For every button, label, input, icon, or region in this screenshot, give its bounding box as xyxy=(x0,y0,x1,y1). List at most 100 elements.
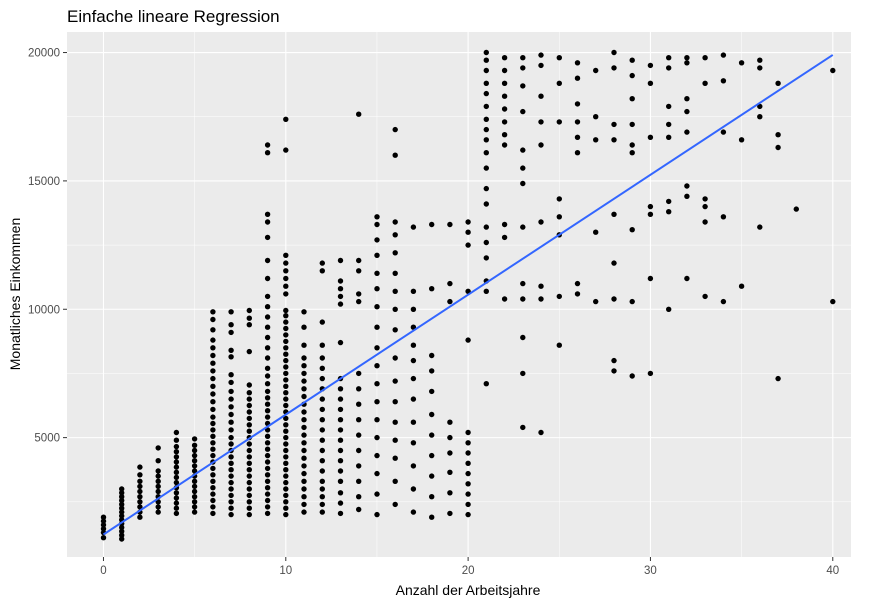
data-point xyxy=(264,452,271,459)
data-point xyxy=(264,373,271,379)
data-point xyxy=(191,504,198,510)
data-point xyxy=(611,65,617,71)
data-point xyxy=(337,286,344,292)
data-point xyxy=(392,378,398,384)
data-point xyxy=(410,396,417,402)
data-point xyxy=(520,370,526,377)
data-point xyxy=(629,72,635,79)
data-point xyxy=(173,443,180,450)
data-point xyxy=(173,474,180,481)
data-point xyxy=(210,510,216,517)
data-point xyxy=(483,150,489,156)
data-point xyxy=(283,268,289,274)
data-point xyxy=(264,257,271,264)
data-point xyxy=(447,450,453,456)
data-point xyxy=(155,483,161,490)
data-point xyxy=(447,490,453,496)
data-point xyxy=(173,479,180,486)
data-point xyxy=(830,67,836,74)
data-point xyxy=(301,424,307,431)
regression-line xyxy=(102,54,834,536)
data-point xyxy=(483,381,489,387)
data-point xyxy=(264,465,271,472)
data-point xyxy=(483,137,489,143)
data-point xyxy=(155,458,161,464)
data-point xyxy=(356,257,362,264)
data-point xyxy=(319,509,325,515)
data-point xyxy=(392,270,398,276)
data-point xyxy=(210,368,216,374)
data-point xyxy=(410,375,417,382)
data-point xyxy=(264,275,271,282)
data-point xyxy=(210,446,216,452)
data-point xyxy=(283,447,289,454)
data-point xyxy=(283,505,289,511)
data-point xyxy=(137,488,143,495)
data-point xyxy=(793,206,799,212)
data-point xyxy=(374,417,380,423)
data-point xyxy=(520,296,526,302)
data-point xyxy=(392,437,398,443)
data-point xyxy=(246,409,252,415)
data-point xyxy=(611,49,617,56)
data-point xyxy=(319,417,325,423)
data-point xyxy=(173,449,180,455)
data-point xyxy=(629,373,635,379)
y-axis-title: Monatliches Einkommen xyxy=(7,218,23,371)
data-point xyxy=(666,134,672,140)
data-point xyxy=(228,354,234,360)
chart-title: Einfache lineare Regression xyxy=(67,7,280,26)
data-point xyxy=(483,185,489,192)
data-point xyxy=(264,485,271,491)
x-axis-ticks: 0 10 20 30 40 xyxy=(100,557,839,577)
data-point xyxy=(283,415,289,422)
y-tick-label: 5000 xyxy=(34,433,60,445)
data-point xyxy=(246,315,252,321)
data-point xyxy=(264,510,271,517)
data-point xyxy=(465,511,471,518)
data-point xyxy=(374,345,380,351)
data-point xyxy=(666,103,672,110)
data-point xyxy=(447,434,453,441)
data-point xyxy=(465,429,471,436)
data-point xyxy=(483,57,489,63)
data-point xyxy=(210,440,216,446)
data-point xyxy=(410,463,417,469)
data-point xyxy=(264,478,271,484)
data-point xyxy=(757,114,763,120)
data-point xyxy=(301,363,307,369)
data-point xyxy=(246,467,252,473)
data-point xyxy=(301,370,307,377)
data-point xyxy=(191,447,198,454)
data-point xyxy=(629,57,635,63)
data-point xyxy=(611,260,617,266)
data-point xyxy=(246,511,252,518)
data-point xyxy=(191,436,198,442)
data-point xyxy=(119,536,125,542)
data-point xyxy=(356,291,362,297)
data-point xyxy=(283,364,289,370)
data-point xyxy=(228,479,234,486)
data-point xyxy=(520,280,526,287)
data-point xyxy=(191,509,198,515)
data-point xyxy=(264,293,271,300)
data-point xyxy=(501,142,508,148)
data-point xyxy=(301,386,307,392)
data-point xyxy=(465,470,471,477)
data-point xyxy=(593,114,599,120)
data-point xyxy=(465,337,471,343)
data-point xyxy=(501,221,508,228)
data-point xyxy=(647,211,654,217)
data-point xyxy=(392,250,398,256)
data-point xyxy=(319,486,325,492)
data-point xyxy=(228,467,234,473)
data-point xyxy=(447,419,453,425)
data-point xyxy=(283,422,289,428)
data-point xyxy=(228,441,234,447)
data-point xyxy=(283,275,289,282)
data-point xyxy=(720,52,727,58)
data-point xyxy=(283,473,289,479)
data-point xyxy=(611,368,617,374)
data-point xyxy=(137,494,143,500)
data-point xyxy=(246,428,252,434)
